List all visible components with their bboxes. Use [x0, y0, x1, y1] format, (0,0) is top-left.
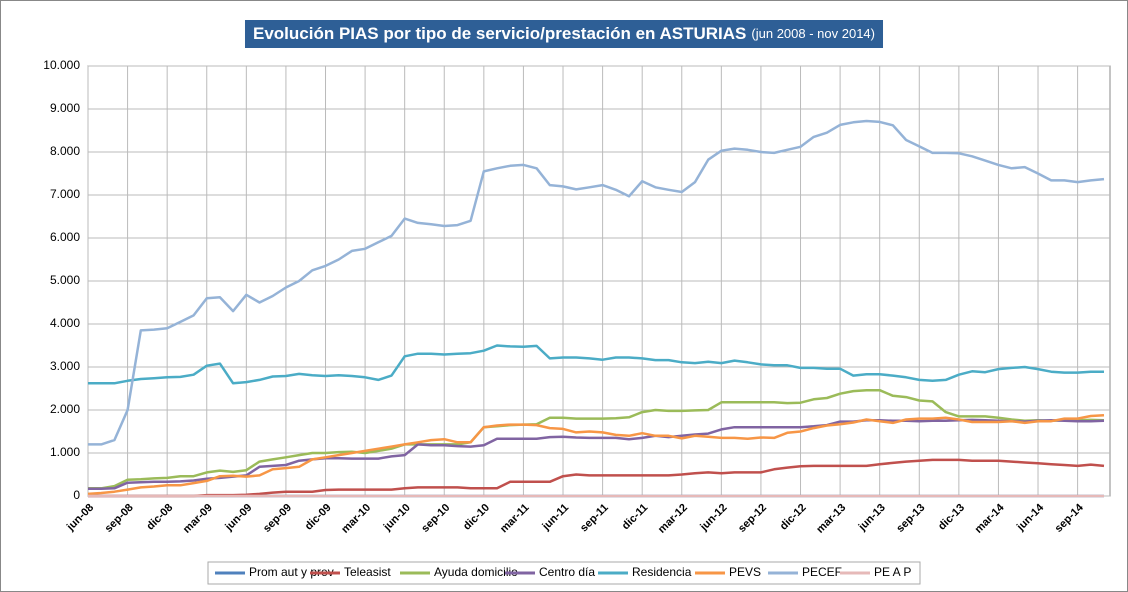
- y-tick-label: 3.000: [50, 359, 80, 373]
- subtitle: (jun 2008 - nov 2014): [751, 26, 875, 41]
- series-line: [88, 344, 1104, 385]
- legend-label: Residencia: [632, 565, 692, 579]
- series-line: [88, 458, 1105, 498]
- legend-frame: [207, 561, 921, 585]
- legend-label: Centro día: [539, 565, 595, 579]
- title-box: [244, 20, 884, 48]
- y-tick-label: 2.000: [50, 402, 80, 416]
- y-tick-label: 7.000: [50, 187, 80, 201]
- y-tick-label: 10.000: [43, 58, 80, 72]
- legend-label: PECEF: [802, 565, 842, 579]
- y-tick-label: 4.000: [50, 316, 80, 330]
- legend-label: Prom aut y prev: [249, 565, 334, 579]
- title: Evolución PIAS por tipo de servicio/pres…: [253, 24, 746, 43]
- y-tick-label: 8.000: [50, 144, 80, 158]
- y-tick-label: 6.000: [50, 230, 80, 244]
- legend-label: PEVS: [729, 565, 761, 579]
- y-tick-label: 5.000: [50, 273, 80, 287]
- series-line: [88, 388, 1105, 490]
- series-line: [88, 418, 1105, 490]
- legend-label: PE A P: [874, 565, 911, 579]
- y-tick-label: 1.000: [50, 445, 80, 459]
- series-line: [87, 413, 1105, 496]
- chart-title: Evolución PIAS por tipo de servicio/pres…: [253, 24, 875, 43]
- legend-label: Ayuda domicilio: [434, 565, 518, 579]
- series-line: [88, 119, 1105, 446]
- y-tick-label: 0: [73, 488, 80, 502]
- y-tick-label: 9.000: [50, 101, 80, 115]
- legend-label: Teleasist: [344, 565, 391, 579]
